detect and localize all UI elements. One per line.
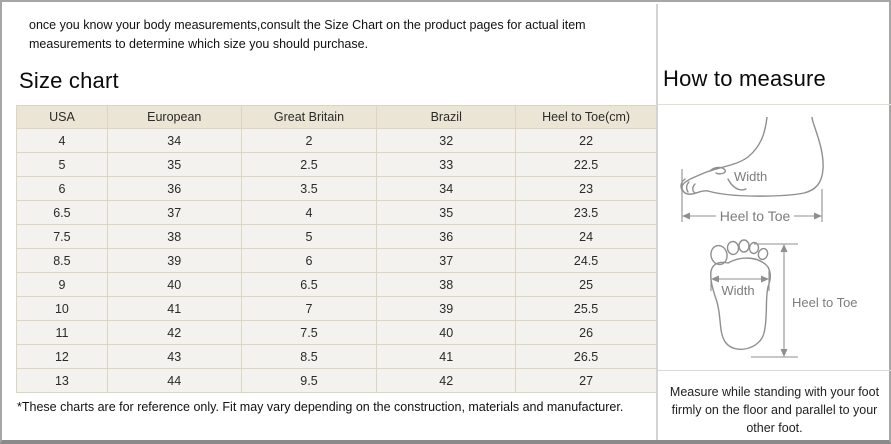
side-width-label: Width [734, 169, 767, 184]
table-row: 6 36 3.5 34 23 [16, 176, 657, 201]
table-cell: 4 [240, 200, 378, 225]
table-cell: 40 [376, 320, 517, 345]
table-cell: 42 [106, 320, 242, 345]
column-header: Great Britain [240, 105, 378, 129]
footprint-heel-to-toe-label: Heel to Toe [792, 295, 858, 310]
table-cell: 33 [376, 152, 517, 177]
table-cell: 39 [106, 248, 242, 273]
table-row: 10 41 7 39 25.5 [16, 296, 657, 321]
table-cell: 35 [106, 152, 242, 177]
table-cell: 39 [376, 296, 517, 321]
table-header-row: USA European Great Britain Brazil Heel to To… [16, 105, 657, 129]
measurement-diagrams: Width Heel to Toe [658, 105, 891, 370]
table-cell: 6.5 [16, 200, 108, 225]
table-cell: 8.5 [240, 344, 378, 369]
table-cell: 6.5 [240, 272, 378, 297]
table-cell: 26.5 [515, 344, 657, 369]
table-cell: 25.5 [515, 296, 657, 321]
table-cell: 23 [515, 176, 657, 201]
size-chart-table: USA European Great Britain Brazil Heel to To… [16, 105, 657, 393]
table-row: 9 40 6.5 38 25 [16, 272, 657, 297]
table-cell: 2 [240, 128, 378, 153]
table-cell: 5 [240, 224, 378, 249]
table-cell: 7 [240, 296, 378, 321]
table-cell: 22.5 [515, 152, 657, 177]
table-cell: 37 [106, 200, 242, 225]
table-cell: 10 [16, 296, 108, 321]
table-cell: 25 [515, 272, 657, 297]
table-cell: 24.5 [515, 248, 657, 273]
table-cell: 34 [376, 176, 517, 201]
table-cell: 23.5 [515, 200, 657, 225]
table-cell: 43 [106, 344, 242, 369]
table-cell: 2.5 [240, 152, 378, 177]
table-cell: 6 [16, 176, 108, 201]
table-row: 8.5 39 6 37 24.5 [16, 248, 657, 273]
table-cell: 34 [106, 128, 242, 153]
how-to-measure-title: How to measure [663, 66, 826, 91]
measure-note: Measure while standing with your foot fi… [658, 370, 891, 440]
table-cell: 4 [16, 128, 108, 153]
table-cell: 3.5 [240, 176, 378, 201]
size-chart-title: Size chart [19, 68, 119, 93]
side-heel-to-toe-label: Heel to Toe [720, 208, 791, 224]
table-cell: 7.5 [240, 320, 378, 345]
table-row: 12 43 8.5 41 26.5 [16, 344, 657, 369]
table-cell: 11 [16, 320, 108, 345]
column-header: European [106, 105, 242, 129]
table-cell: 37 [376, 248, 517, 273]
table-row: 11 42 7.5 40 26 [16, 320, 657, 345]
table-cell: 6 [240, 248, 378, 273]
table-row: 13 44 9.5 42 27 [16, 368, 657, 393]
table-cell: 12 [16, 344, 108, 369]
table-cell: 36 [376, 224, 517, 249]
table-cell: 36 [106, 176, 242, 201]
panel-divider [656, 4, 658, 440]
intro-text: once you know your body measurements,con… [29, 18, 586, 52]
how-to-measure-panel: How to measure [658, 4, 891, 440]
table-cell: 9 [16, 272, 108, 297]
table-cell: 27 [515, 368, 657, 393]
table-cell: 41 [376, 344, 517, 369]
size-chart-panel: once you know your body measurements,con… [4, 4, 657, 440]
footprint-icon: Width Heel to Toe [710, 239, 858, 358]
table-cell: 5 [16, 152, 108, 177]
table-row: 6.5 37 4 35 23.5 [16, 200, 657, 225]
foot-side-view-icon: Width Heel to Toe [680, 117, 824, 224]
table-cell: 44 [106, 368, 242, 393]
table-cell: 35 [376, 200, 517, 225]
footnote-text: *These charts are for reference only. Fi… [17, 400, 624, 414]
table-cell: 9.5 [240, 368, 378, 393]
table-cell: 7.5 [16, 224, 108, 249]
table-cell: 38 [376, 272, 517, 297]
table-cell: 38 [106, 224, 242, 249]
column-header: USA [16, 105, 108, 129]
footprint-width-label: Width [721, 283, 754, 298]
table-row: 4 34 2 32 22 [16, 128, 657, 153]
table-row: 5 35 2.5 33 22.5 [16, 152, 657, 177]
table-cell: 22 [515, 128, 657, 153]
table-cell: 41 [106, 296, 242, 321]
table-cell: 13 [16, 368, 108, 393]
table-row: 7.5 38 5 36 24 [16, 224, 657, 249]
column-header: Heel to Toe(cm) [515, 105, 657, 129]
table-cell: 32 [376, 128, 517, 153]
column-header: Brazil [376, 105, 517, 129]
table-cell: 8.5 [16, 248, 108, 273]
title-rule [658, 104, 891, 105]
table-cell: 26 [515, 320, 657, 345]
table-cell: 24 [515, 224, 657, 249]
table-cell: 40 [106, 272, 242, 297]
table-cell: 42 [376, 368, 517, 393]
